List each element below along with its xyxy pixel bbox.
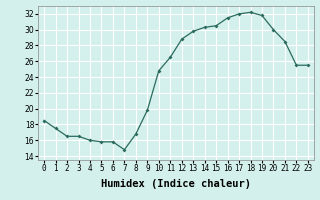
X-axis label: Humidex (Indice chaleur): Humidex (Indice chaleur) [101, 179, 251, 189]
